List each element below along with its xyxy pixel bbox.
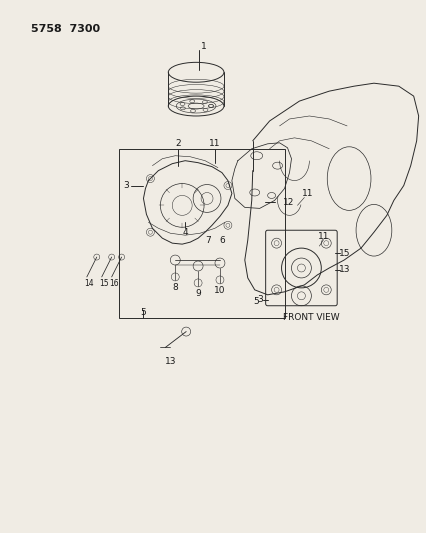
Text: 13: 13	[339, 265, 350, 274]
Text: 11: 11	[301, 189, 312, 198]
Text: 16: 16	[109, 279, 118, 288]
Text: 8: 8	[172, 284, 178, 293]
Text: 6: 6	[219, 236, 225, 245]
Text: 10: 10	[214, 286, 225, 295]
Text: 12: 12	[282, 198, 293, 207]
Text: 15: 15	[339, 248, 350, 257]
Text: 11: 11	[317, 232, 328, 241]
Text: 1: 1	[201, 42, 207, 51]
Bar	[118, 149, 284, 318]
Text: 5: 5	[140, 308, 146, 317]
Text: FRONT VIEW: FRONT VIEW	[282, 313, 339, 322]
Text: 5: 5	[252, 297, 258, 306]
Text: 3: 3	[124, 181, 129, 190]
Text: 9: 9	[195, 289, 201, 298]
Text: 4: 4	[182, 228, 187, 237]
Text: 5758  7300: 5758 7300	[31, 23, 100, 34]
Text: 13: 13	[164, 357, 176, 366]
Text: 11: 11	[209, 139, 220, 148]
Text: 7: 7	[204, 236, 210, 245]
Text: 15: 15	[99, 279, 108, 288]
Text: 2: 2	[175, 139, 181, 148]
Text: 3: 3	[256, 295, 262, 304]
Text: 14: 14	[84, 279, 93, 288]
